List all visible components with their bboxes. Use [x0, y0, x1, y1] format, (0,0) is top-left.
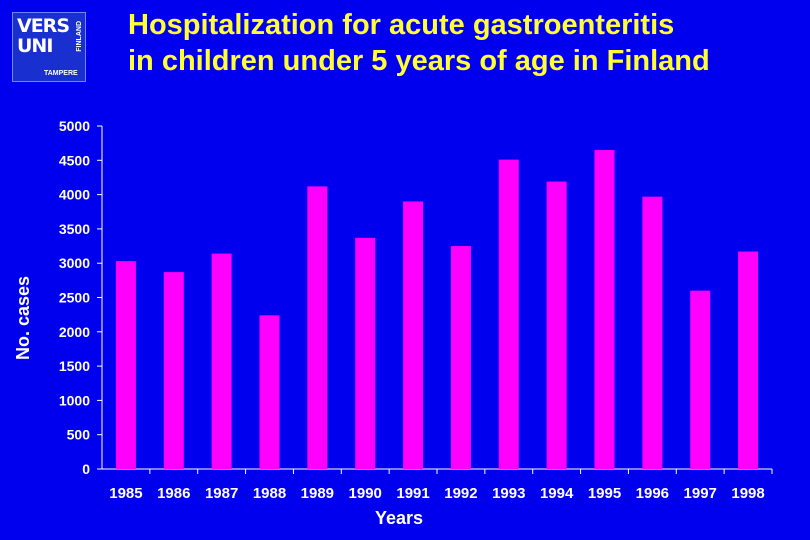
chart-bars [115, 150, 759, 470]
x-tick-label: 1987 [205, 485, 238, 502]
x-tick-label: 1996 [636, 485, 669, 502]
x-axis-label: Years [375, 508, 423, 528]
bar-1991 [403, 201, 424, 469]
y-tick-labels: 0 500 1000 1500 2000 2500 3000 3500 4000 4500 5000 [59, 118, 90, 477]
y-tick-label: 0 [82, 461, 90, 477]
y-tick-label: 3500 [59, 221, 90, 237]
chart-axes [97, 125, 773, 474]
bar-1987 [211, 253, 232, 469]
bar-1998 [738, 251, 759, 469]
x-tick-label: 1990 [349, 485, 382, 502]
y-tick-label: 1000 [59, 392, 90, 408]
y-tick-label: 3000 [59, 255, 90, 271]
y-tick-label: 500 [67, 427, 91, 443]
chart-title: Hospitalization for acute gastroenteriti… [128, 7, 800, 79]
x-tick-label: 1993 [492, 485, 525, 502]
x-tick-label: 1986 [157, 485, 190, 502]
chart-title-line-1: Hospitalization for acute gastroenteriti… [128, 9, 675, 41]
logo-text-tampere: TAMPERE [44, 70, 78, 77]
logo-text-vers: VERS [17, 15, 70, 37]
x-tick-label: 1995 [588, 485, 621, 502]
bar-1995 [594, 150, 615, 469]
bar-1988 [259, 315, 280, 469]
x-tick-label: 1991 [396, 485, 429, 502]
x-tick-label: 1997 [684, 485, 717, 502]
y-tick-label: 1500 [59, 358, 90, 374]
university-logo: VERS UNI TAMPERE FINLAND [12, 12, 86, 82]
x-tick-label: 1998 [731, 485, 764, 502]
bar-1997 [690, 290, 711, 469]
bar-1990 [355, 237, 376, 469]
y-tick-label: 2500 [59, 290, 90, 306]
logo-text-uni: UNI [17, 35, 53, 57]
x-tick-label: 1994 [540, 485, 574, 502]
y-tick-label: 4500 [59, 152, 90, 168]
chart-title-line-2: in children under 5 years of age in Finl… [128, 45, 710, 77]
x-tick-label: 1988 [253, 485, 286, 502]
x-tick-labels: 1985 1986 1987 1988 1989 1990 1991 1992 1993 1994… [109, 485, 765, 502]
bar-1994 [546, 181, 567, 470]
x-tick-label: 1989 [301, 485, 334, 502]
y-tick-label: 5000 [59, 118, 90, 134]
bar-1986 [163, 272, 184, 469]
y-tick-label: 2000 [59, 324, 90, 340]
y-axis-label: No. cases [13, 276, 33, 360]
bar-1989 [307, 186, 328, 470]
y-tick-label: 4000 [59, 187, 90, 203]
bar-1993 [498, 159, 519, 469]
x-tick-label: 1992 [444, 485, 477, 502]
bar-1985 [115, 261, 136, 469]
bar-1992 [450, 246, 471, 469]
x-tick-label: 1985 [109, 485, 142, 502]
bar-1996 [642, 196, 663, 469]
